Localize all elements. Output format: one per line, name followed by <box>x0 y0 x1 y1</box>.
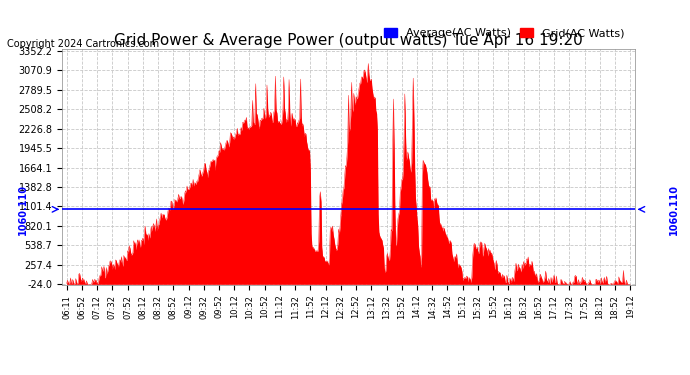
Text: 1060.110: 1060.110 <box>18 184 28 235</box>
Title: Grid Power & Average Power (output watts) Tue Apr 16 19:20: Grid Power & Average Power (output watts… <box>114 33 583 48</box>
Text: 1060.110: 1060.110 <box>669 184 679 235</box>
Text: Copyright 2024 Cartronics.com: Copyright 2024 Cartronics.com <box>7 39 159 50</box>
Legend: Average(AC Watts), Grid(AC Watts): Average(AC Watts), Grid(AC Watts) <box>380 24 629 43</box>
